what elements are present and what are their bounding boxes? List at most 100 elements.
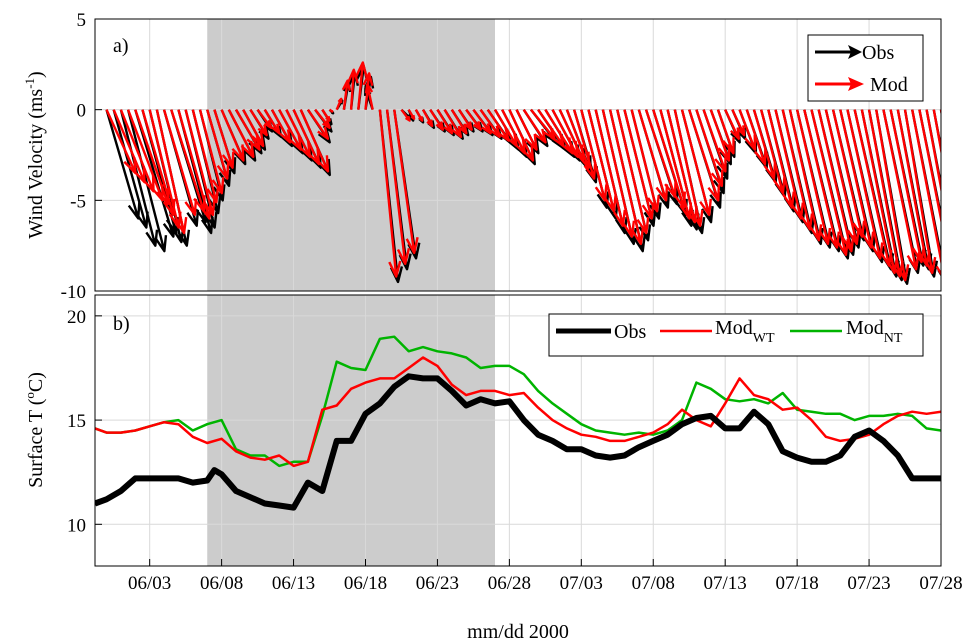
wind-arrow-mod bbox=[256, 108, 273, 129]
wind-y-tick-label: 0 bbox=[77, 101, 87, 122]
wind-arrow-mod bbox=[788, 109, 823, 242]
wind-arrow-mod bbox=[601, 109, 636, 238]
x-tick-label: 07/03 bbox=[560, 573, 603, 594]
wind-legend: Obs Mod bbox=[807, 34, 924, 102]
temp-legend-box bbox=[548, 313, 924, 357]
x-tick-label: 07/23 bbox=[847, 573, 890, 594]
wind-arrow-mod bbox=[436, 109, 454, 135]
wind-arrow-mod bbox=[738, 109, 757, 151]
wind-arrow-mod bbox=[407, 109, 416, 120]
wind-arrow-mod bbox=[421, 109, 434, 128]
wind-arrow-mod bbox=[184, 109, 216, 217]
wind-arrow-mod bbox=[472, 108, 492, 135]
wind-arrow-mod bbox=[450, 109, 468, 135]
temp-y-axis-label: Surface T (oC) bbox=[22, 372, 47, 488]
wind-arrow-mod bbox=[637, 109, 669, 202]
wind-arrow-mod bbox=[709, 109, 731, 162]
wind-arrow-mod bbox=[263, 109, 281, 135]
wind-panel-label: a) bbox=[113, 35, 129, 57]
temp-line-obs bbox=[95, 373, 941, 511]
wind-arrow-mod bbox=[198, 109, 225, 195]
wind-arrow-mod bbox=[306, 108, 330, 140]
wind-arrow-mod bbox=[781, 109, 814, 231]
wind-arrow-mod bbox=[724, 109, 740, 140]
wind-arrow-mod bbox=[508, 109, 535, 162]
x-tick-label: 06/28 bbox=[488, 573, 531, 594]
wind-arrow-mod bbox=[400, 108, 411, 122]
wind-y-tick-label: -5 bbox=[70, 191, 86, 212]
wind-arrow-mod bbox=[903, 109, 937, 275]
wind-arrow-mod bbox=[911, 109, 941, 276]
wind-arrow-mod bbox=[515, 109, 538, 151]
legend-mod-arrowhead bbox=[848, 77, 864, 91]
legend-modwt-label: ModWT bbox=[715, 317, 775, 346]
wind-arrow-mod bbox=[465, 108, 482, 131]
x-tick-label: 06/18 bbox=[344, 573, 387, 594]
wind-arrow-mod bbox=[745, 109, 767, 166]
wind-arrow-mod bbox=[824, 109, 860, 246]
legend-modnt-label: ModNT bbox=[846, 317, 903, 346]
wind-arrow-mod bbox=[630, 109, 660, 213]
x-axis-label: mm/dd 2000 bbox=[467, 621, 569, 641]
wind-arrow-mod bbox=[191, 109, 220, 204]
wind-arrow-mod bbox=[227, 109, 255, 159]
wind-arrow-mod bbox=[616, 109, 650, 235]
wind-panel: 5 0 -5 -10 a) Wind Velocity (ms-1) Obs Mod bbox=[22, 10, 942, 303]
wind-arrow-mod bbox=[341, 79, 351, 110]
wind-arrow-mod bbox=[839, 109, 875, 249]
wind-arrow-mod bbox=[429, 109, 445, 131]
x-tick-label: 06/23 bbox=[416, 573, 459, 594]
wind-arrow-mod bbox=[321, 109, 331, 122]
temp-legend: Obs ModWT ModNT bbox=[548, 313, 924, 357]
wind-arrow-obs bbox=[939, 109, 941, 117]
legend-mod-label: Mod bbox=[870, 74, 908, 96]
wind-arrow-mod bbox=[292, 109, 321, 166]
wind-arrow-mod bbox=[587, 109, 617, 213]
wind-arrow-mod bbox=[817, 109, 855, 253]
wind-arrow-mod bbox=[206, 109, 230, 180]
wind-arrow-mod bbox=[918, 109, 941, 225]
wind-arrow-mod bbox=[242, 109, 265, 148]
wind-arrow-mod bbox=[752, 109, 777, 180]
wind-arrow-mod bbox=[680, 109, 712, 217]
wind-arrow-mod bbox=[285, 109, 312, 159]
temp-line-mod-wt bbox=[95, 356, 941, 468]
wind-arrow-mod bbox=[364, 83, 374, 110]
wind-arrow-mod bbox=[479, 108, 501, 139]
wind-arrow-mod bbox=[932, 109, 941, 156]
wind-arrow-mod bbox=[846, 109, 884, 260]
wind-arrow-mod bbox=[608, 109, 645, 246]
wind-arrow-mod bbox=[702, 109, 727, 173]
wind-arrow-mod bbox=[522, 109, 547, 144]
wind-arrow-mod bbox=[716, 109, 735, 155]
wind-arrow-mod bbox=[385, 109, 411, 265]
wind-arrow-mod bbox=[939, 109, 941, 117]
wind-arrow-mod bbox=[220, 109, 245, 162]
wind-arrow-obs bbox=[105, 109, 141, 220]
wind-arrow-mod bbox=[803, 109, 841, 249]
x-tick-label: 07/18 bbox=[775, 573, 818, 594]
wind-arrow-mod bbox=[774, 109, 805, 220]
wind-mod-arrows bbox=[105, 61, 941, 282]
x-tick-label: 07/28 bbox=[919, 573, 962, 594]
temperature-panel: 20 15 10 b) Surface T (oC) Obs ModWT ModNT bbox=[22, 294, 942, 567]
wind-arrow-obs bbox=[126, 109, 168, 253]
wind-y-tick-label: 5 bbox=[77, 10, 87, 31]
wind-arrow-mod bbox=[213, 109, 235, 169]
wind-arrow-mod bbox=[347, 68, 359, 110]
wind-arrow-mod bbox=[882, 109, 920, 271]
wind-arrow-mod bbox=[249, 109, 268, 137]
wind-arrow-mod bbox=[314, 108, 331, 129]
temp-plot-frame bbox=[94, 294, 942, 567]
wind-arrow-mod bbox=[414, 109, 424, 122]
legend-obs-temp-label: Obs bbox=[614, 321, 646, 343]
wind-arrow-mod bbox=[673, 109, 704, 227]
wind-arrow-mod bbox=[594, 109, 626, 227]
wind-arrow-mod bbox=[695, 109, 724, 188]
x-tick-label: 06/03 bbox=[128, 573, 171, 594]
wind-arrow-mod bbox=[831, 109, 866, 238]
wind-arrow-mod bbox=[354, 61, 369, 110]
wind-arrow-mod bbox=[623, 109, 655, 220]
wind-arrow-mod bbox=[155, 109, 188, 235]
temp-y-tick-label: 15 bbox=[67, 411, 86, 432]
